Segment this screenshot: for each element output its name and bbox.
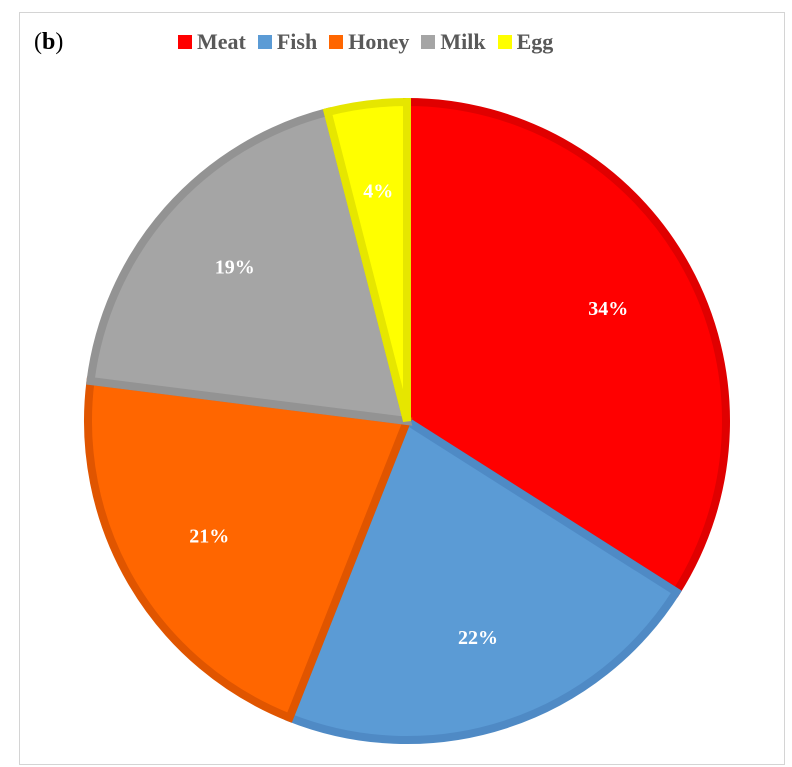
legend-item-meat: Meat bbox=[178, 31, 246, 53]
legend-item-egg: Egg bbox=[497, 29, 554, 54]
pie-slice-milk bbox=[86, 107, 413, 426]
panel-label: (b) bbox=[34, 30, 63, 54]
legend-item-milk: Milk bbox=[421, 29, 486, 54]
panel-label-open: ( bbox=[34, 29, 42, 55]
legend-swatch-honey bbox=[329, 35, 344, 49]
data-label-egg: 4% bbox=[363, 181, 393, 203]
legend-swatch-milk bbox=[421, 35, 436, 49]
legend-swatch-meat bbox=[178, 35, 192, 49]
chart-legend: Meat Fish Honey Milk Egg bbox=[178, 31, 553, 53]
legend-item-fish: Fish bbox=[257, 29, 318, 54]
pie-slices bbox=[84, 97, 730, 744]
pie-data-labels: 34% 22% 21% 19% 4% bbox=[189, 181, 628, 649]
pie-slice-egg bbox=[322, 97, 411, 422]
legend-item-honey: Honey bbox=[329, 31, 409, 53]
panel-label-close: ) bbox=[55, 29, 64, 55]
legend-swatch-fish bbox=[257, 35, 272, 49]
pie-slice-fish bbox=[284, 415, 682, 744]
data-label-milk: 19% bbox=[215, 257, 255, 279]
legend-swatch-egg bbox=[497, 35, 512, 49]
pie-slice-honey bbox=[84, 376, 413, 723]
legend-label-milk: Milk bbox=[440, 29, 486, 54]
legend-label-egg: Egg bbox=[516, 29, 554, 54]
legend-label-honey: Honey bbox=[348, 29, 410, 54]
data-label-honey: 21% bbox=[189, 526, 229, 548]
legend-label-meat: Meat bbox=[197, 29, 246, 54]
data-label-fish: 22% bbox=[458, 627, 498, 649]
legend-label-fish: Fish bbox=[276, 29, 318, 54]
panel-label-letter: b bbox=[42, 29, 56, 55]
data-label-meat: 34% bbox=[588, 298, 628, 320]
